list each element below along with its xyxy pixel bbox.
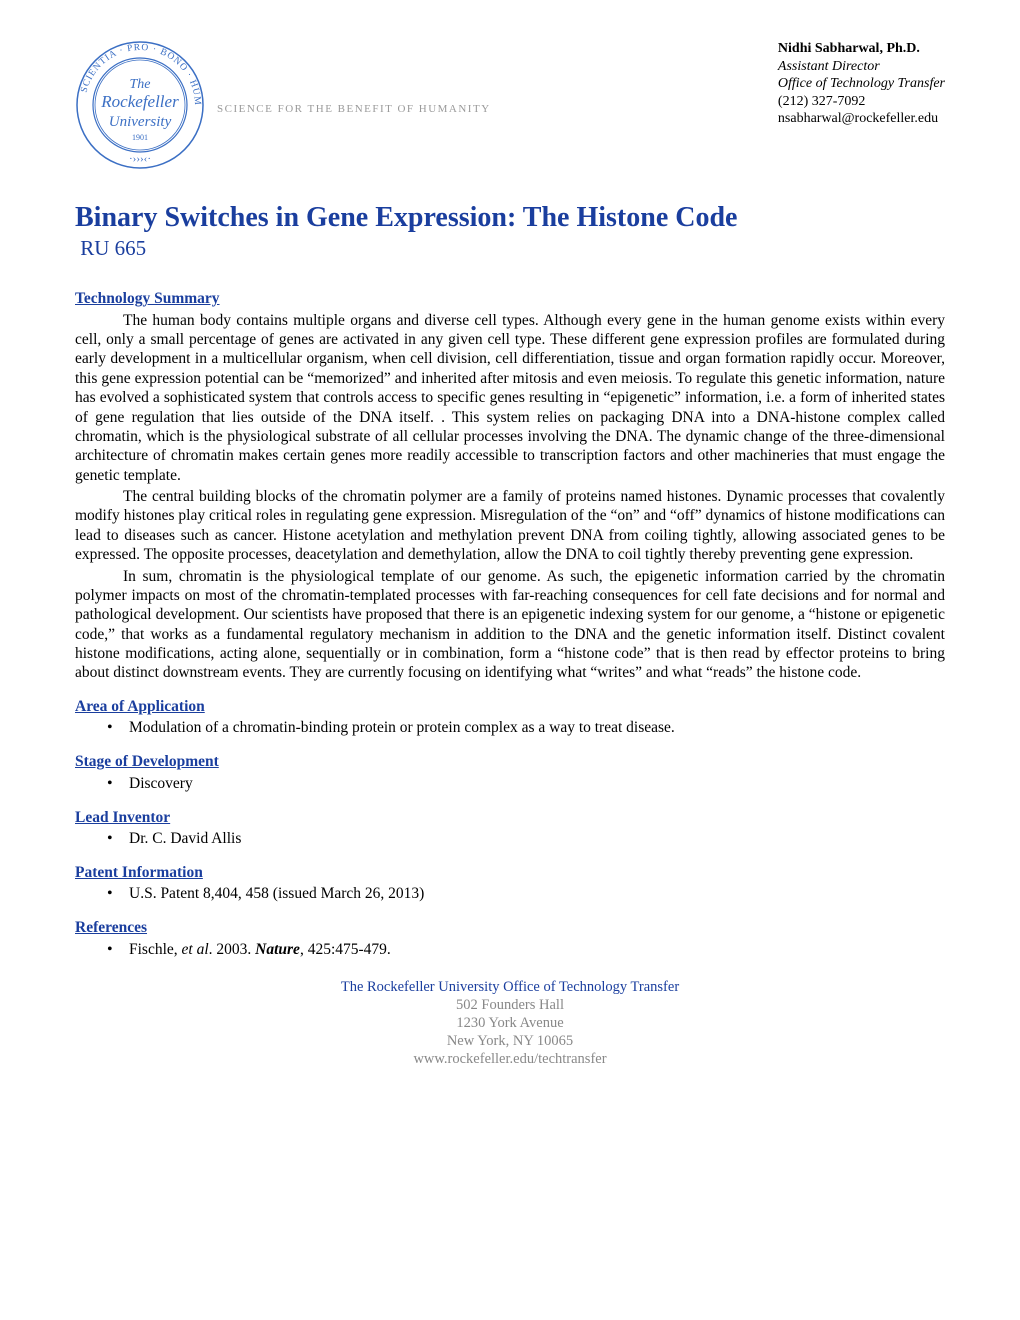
svg-text:Rockefeller: Rockefeller [100, 92, 179, 111]
contact-name: Nidhi Sabharwal, Ph.D. [778, 40, 945, 58]
patent-list: U.S. Patent 8,404, 458 (issued March 26,… [75, 884, 945, 904]
tech-summary-p3: In sum, chromatin is the physiological t… [75, 567, 945, 683]
ref-cite: , 425:475-479. [300, 941, 391, 958]
heading-inventor: Lead Inventor [75, 808, 945, 827]
document-title: Binary Switches in Gene Expression: The … [75, 200, 945, 235]
contact-office: Office of Technology Transfer [778, 75, 945, 93]
tech-summary-p2: The central building blocks of the chrom… [75, 487, 945, 565]
ref-year: . 2003. [209, 941, 256, 958]
references-list: Fischle, et al. 2003. Nature, 425:475-47… [75, 940, 945, 960]
footer-line2: 502 Founders Hall [75, 996, 945, 1014]
heading-stage: Stage of Development [75, 752, 945, 771]
ref-author: Fischle, [129, 941, 182, 958]
tagline: SCIENCE FOR THE BENEFIT OF HUMANITY [217, 103, 491, 117]
header: SCIENTIA · PRO · BONO · HUMANI · GENERIS… [75, 40, 945, 170]
heading-area: Area of Application [75, 697, 945, 716]
stage-list: Discovery [75, 774, 945, 794]
footer-line3: 1230 York Avenue [75, 1014, 945, 1032]
svg-text:University: University [109, 114, 172, 130]
university-seal-icon: SCIENTIA · PRO · BONO · HUMANI · GENERIS… [75, 40, 205, 170]
list-item: Dr. C. David Allis [111, 829, 945, 849]
footer: The Rockefeller University Office of Tec… [75, 978, 945, 1069]
inventor-list: Dr. C. David Allis [75, 829, 945, 849]
footer-line1: The Rockefeller University Office of Tec… [75, 978, 945, 996]
tech-summary-p1: The human body contains multiple organs … [75, 311, 945, 485]
footer-line5: www.rockefeller.edu/techtransfer [75, 1050, 945, 1068]
contact-title: Assistant Director [778, 58, 945, 76]
list-item: Discovery [111, 774, 945, 794]
ref-etal: et al [182, 941, 209, 958]
header-left: SCIENTIA · PRO · BONO · HUMANI · GENERIS… [75, 40, 491, 170]
svg-text:1901: 1901 [132, 133, 148, 142]
contact-phone: (212) 327-7092 [778, 93, 945, 111]
contact-email: nsabharwal@rockefeller.edu [778, 110, 945, 128]
ref-journal: Nature [255, 941, 300, 958]
heading-tech-summary: Technology Summary [75, 289, 945, 308]
heading-references: References [75, 918, 945, 937]
contact-block: Nidhi Sabharwal, Ph.D. Assistant Directo… [778, 40, 945, 128]
list-item: U.S. Patent 8,404, 458 (issued March 26,… [111, 884, 945, 904]
svg-text:The: The [130, 77, 151, 92]
footer-line4: New York, NY 10065 [75, 1032, 945, 1050]
list-item: Fischle, et al. 2003. Nature, 425:475-47… [111, 940, 945, 960]
document-subtitle: RU 665 [75, 235, 945, 261]
area-list: Modulation of a chromatin-binding protei… [75, 718, 945, 738]
heading-patent: Patent Information [75, 863, 945, 882]
list-item: Modulation of a chromatin-binding protei… [111, 718, 945, 738]
svg-text:·›››‹·: ·›››‹· [129, 153, 151, 165]
subtitle-text: RU 665 [80, 236, 146, 260]
